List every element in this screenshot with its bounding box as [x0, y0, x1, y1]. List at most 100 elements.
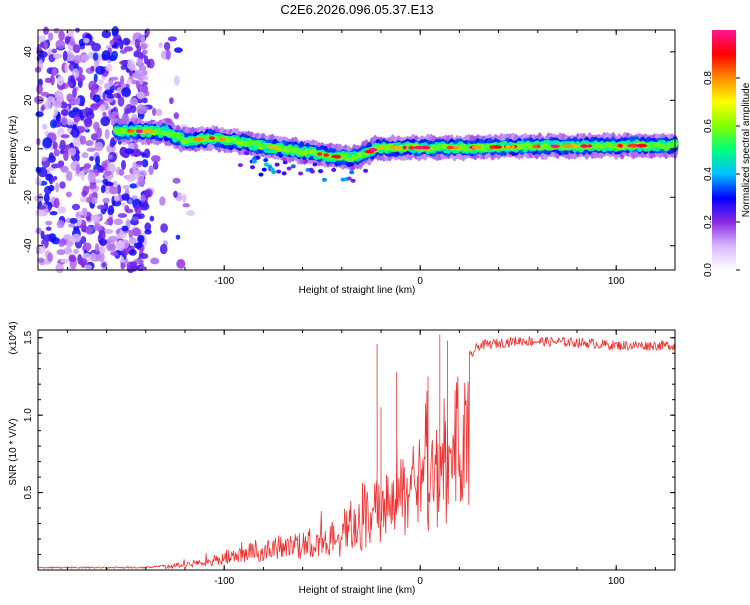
- ridge-streak: [258, 172, 264, 177]
- y-tick-label: 0.5: [23, 485, 34, 499]
- noise-blob: [121, 193, 130, 201]
- noise-blob: [159, 196, 166, 206]
- noise-blob: [144, 229, 152, 235]
- noise-blob: [41, 123, 48, 130]
- noise-blob: [81, 190, 88, 197]
- noise-blob: [94, 243, 100, 253]
- noise-blob: [35, 111, 44, 118]
- noise-blob: [134, 38, 140, 49]
- ridge-streak: [340, 177, 346, 182]
- noise-blob: [128, 249, 137, 256]
- colorbar-gradient: [712, 30, 736, 270]
- noise-blob: [173, 190, 178, 198]
- noise-blob: [85, 140, 94, 147]
- noise-blob: [99, 246, 106, 254]
- noise-blob: [120, 83, 127, 89]
- noise-blob: [121, 87, 131, 97]
- noise-blob: [36, 43, 42, 55]
- noise-blob: [90, 215, 100, 223]
- noise-blob: [93, 223, 103, 231]
- snr-x-label: Height of straight line (km): [299, 585, 416, 596]
- noise-blob: [51, 67, 58, 77]
- ridge-peak: [587, 144, 592, 148]
- noise-blob: [98, 252, 105, 263]
- ridge-streak: [303, 159, 309, 164]
- noise-blob: [58, 30, 65, 41]
- noise-blob: [56, 249, 66, 256]
- noise-blob: [121, 160, 126, 170]
- ridge-peak: [331, 154, 341, 159]
- noise-blob: [169, 97, 174, 105]
- noise-blob: [102, 111, 107, 118]
- ridge-peak: [267, 145, 274, 149]
- noise-blob: [76, 216, 82, 226]
- noise-blob: [71, 233, 82, 243]
- noise-blob: [72, 137, 83, 147]
- noise-blob: [35, 227, 42, 235]
- noise-blob: [53, 27, 60, 34]
- ridge-streak: [346, 176, 352, 181]
- noise-blob: [117, 213, 128, 218]
- colorbar-label: Normalized spectral amplitude: [741, 82, 750, 217]
- noise-blob: [133, 143, 139, 150]
- ridge-streak: [298, 171, 304, 176]
- noise-blob: [48, 152, 54, 160]
- ridge-peak: [505, 145, 511, 149]
- noise-blob: [137, 175, 145, 187]
- x-tick-label: 0: [417, 576, 423, 587]
- ridge-peak: [142, 129, 154, 134]
- noise-blob: [71, 203, 81, 211]
- noise-blob: [84, 117, 93, 128]
- x-tick-label: 0: [417, 276, 423, 287]
- noise-blob: [43, 41, 48, 49]
- noise-blob: [119, 39, 124, 50]
- noise-blob: [104, 89, 113, 95]
- x-tick-label: 100: [608, 576, 625, 587]
- ridge-peak: [273, 146, 281, 150]
- noise-blob: [85, 196, 94, 204]
- noise-blob: [42, 137, 53, 149]
- noise-blob: [131, 227, 142, 237]
- spectrogram-x-ticks: -100 0 100: [66, 30, 656, 287]
- ridge-streak: [363, 168, 369, 173]
- ridge-streak: [286, 166, 292, 171]
- noise-blob: [90, 133, 99, 141]
- noise-blob: [50, 177, 56, 183]
- noise-blob: [110, 76, 119, 81]
- noise-blob: [68, 53, 76, 62]
- noise-blob: [124, 148, 135, 154]
- noise-blob: [152, 107, 157, 117]
- noise-blob: [88, 184, 97, 190]
- noise-blob: [66, 170, 73, 182]
- ridge-streak: [290, 164, 296, 169]
- noise-blob: [44, 100, 52, 110]
- noise-blob: [94, 179, 103, 184]
- noise-blob: [126, 78, 133, 85]
- noise-blob: [148, 165, 154, 176]
- noise-blob: [186, 210, 196, 217]
- noise-blob: [57, 160, 64, 169]
- noise-blob: [64, 62, 69, 73]
- noise-blob: [60, 165, 69, 173]
- ridge-streak: [321, 177, 327, 182]
- noise-blob: [135, 160, 145, 165]
- noise-blob: [70, 41, 76, 47]
- noise-blob: [95, 155, 100, 167]
- noise-blob: [85, 226, 94, 235]
- noise-blob: [81, 152, 89, 159]
- noise-blob: [134, 204, 142, 215]
- noise-blob: [88, 80, 98, 92]
- noise-blob: [172, 177, 181, 184]
- noise-blob: [35, 243, 46, 254]
- ridge-peak: [618, 144, 623, 148]
- noise-blob: [103, 229, 114, 234]
- noise-blob: [73, 54, 83, 64]
- noise-blob: [92, 94, 101, 103]
- noise-blob: [90, 103, 100, 111]
- noise-blob: [45, 220, 53, 226]
- ridge-streak: [243, 151, 249, 156]
- ridge-peak: [628, 143, 637, 148]
- noise-blob: [95, 65, 106, 75]
- noise-blob: [107, 154, 113, 160]
- noise-blob: [173, 75, 180, 86]
